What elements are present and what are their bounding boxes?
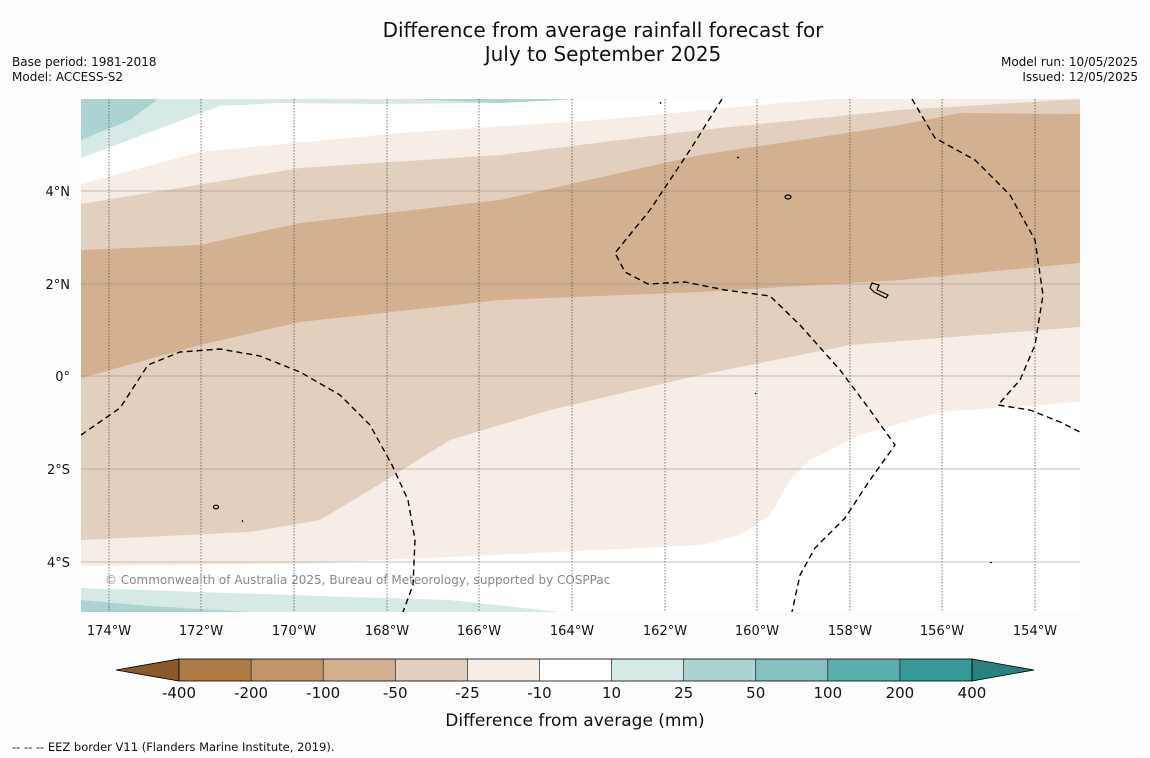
colorbar-tick-label: 25: [674, 684, 693, 702]
colorbar-tick-label: -100: [306, 684, 340, 702]
lon-label-154w: 154°W: [1013, 624, 1057, 639]
colorbar-tick-label: 200: [886, 684, 915, 702]
base-period-info: Base period: 1981-2018 Model: ACCESS-S2: [12, 55, 157, 85]
colorbar-tick-label: -200: [234, 684, 268, 702]
model-text: Model: ACCESS-S2: [12, 70, 124, 84]
band-teal-strip-top: [410, 99, 580, 103]
island-dot-5: [989, 561, 993, 564]
model-run-text: Model run: 10/05/2025: [1000, 55, 1138, 69]
colorbar-extend-high: [971, 658, 1035, 682]
colorbar-swatch: [467, 659, 540, 681]
colorbar-tick-label: -10: [527, 684, 552, 702]
band-teal-mid-top: [81, 99, 158, 140]
colorbar-tick-label: 10: [602, 684, 621, 702]
island-kingman: [784, 194, 792, 200]
issued-text: Issued: 12/05/2025: [1022, 70, 1138, 84]
islands: [212, 101, 993, 564]
colorbar-swatch: [539, 659, 612, 681]
colorbar-swatch: [755, 659, 828, 681]
colorbar: -400 -200 -100 -50 -25 -10 10 25 50 100 200 400: [115, 658, 1035, 702]
lon-label-162w: 162°W: [643, 624, 687, 639]
colorbar-tick-label: 400: [958, 684, 987, 702]
lat-labels: 4°N 2°N 0° 2°S 4°S: [46, 185, 71, 571]
lat-label-0: 0°: [55, 370, 70, 385]
lon-label-158w: 158°W: [828, 624, 872, 639]
colorbar-swatch: [683, 659, 756, 681]
island-dot-4: [754, 392, 757, 395]
colorbar-swatch: [179, 659, 252, 681]
copyright-notice: © Commonwealth of Australia 2025, Bureau…: [105, 573, 610, 587]
lon-label-156w: 156°W: [920, 624, 964, 639]
colorbar-swatch: [251, 659, 324, 681]
rainfall-map: © Commonwealth of Australia 2025, Bureau…: [81, 99, 1080, 612]
colorbar-outline: [178, 658, 973, 682]
lat-label-4n: 4°N: [46, 185, 71, 200]
lon-label-174w: 174°W: [87, 624, 131, 639]
lat-gridlines: [81, 190, 1080, 563]
colorbar-swatch: [899, 659, 972, 681]
lon-label-160w: 160°W: [735, 624, 779, 639]
colorbar-swatch: [323, 659, 396, 681]
lat-label-2s: 2°S: [47, 463, 70, 478]
island-small-south: [212, 504, 220, 510]
island-dot-1: [241, 519, 244, 523]
base-period-text: Base period: 1981-2018: [12, 55, 157, 69]
model-run-info: Model run: 10/05/2025 Issued: 12/05/2025: [1001, 55, 1138, 85]
band-teal-mid-bottom: [81, 600, 250, 612]
colorbar-tick-label: -25: [455, 684, 480, 702]
lon-label-172w: 172°W: [179, 624, 223, 639]
colorbar-tick-label: -50: [383, 684, 408, 702]
colorbar-tick-label: -400: [162, 684, 196, 702]
colorbar-tick-label: 100: [813, 684, 842, 702]
band-neutral-south: [81, 402, 1080, 612]
title-line-2: July to September 2025: [484, 42, 722, 66]
title-line-1: Difference from average rainfall forecas…: [382, 18, 824, 42]
lat-label-4s: 4°S: [47, 556, 70, 571]
lon-gridlines: [108, 99, 1036, 612]
eez-borders: [81, 99, 1080, 612]
lon-label-168w: 168°W: [365, 624, 409, 639]
island-dot-2: [659, 101, 662, 105]
lon-label-164w: 164°W: [550, 624, 594, 639]
lon-label-166w: 166°W: [457, 624, 501, 639]
colorbar-swatch: [611, 659, 684, 681]
colorbar-swatch: [395, 659, 468, 681]
eez-footnote: -- -- -- EEZ border V11 (Flanders Marine…: [12, 740, 335, 754]
island-kiritimati: [869, 282, 889, 299]
colorbar-swatch: [827, 659, 900, 681]
colorbar-tick-label: 50: [746, 684, 765, 702]
lon-labels: 174°W 172°W 170°W 168°W 166°W 164°W 162°…: [87, 624, 1057, 639]
lat-label-2n: 2°N: [46, 278, 71, 293]
map-title: Difference from average rainfall forecas…: [300, 18, 906, 66]
colorbar-label: Difference from average (mm): [445, 711, 704, 731]
island-dot-3: [736, 156, 740, 159]
lon-label-170w: 170°W: [272, 624, 316, 639]
colorbar-extend-low: [115, 658, 180, 682]
